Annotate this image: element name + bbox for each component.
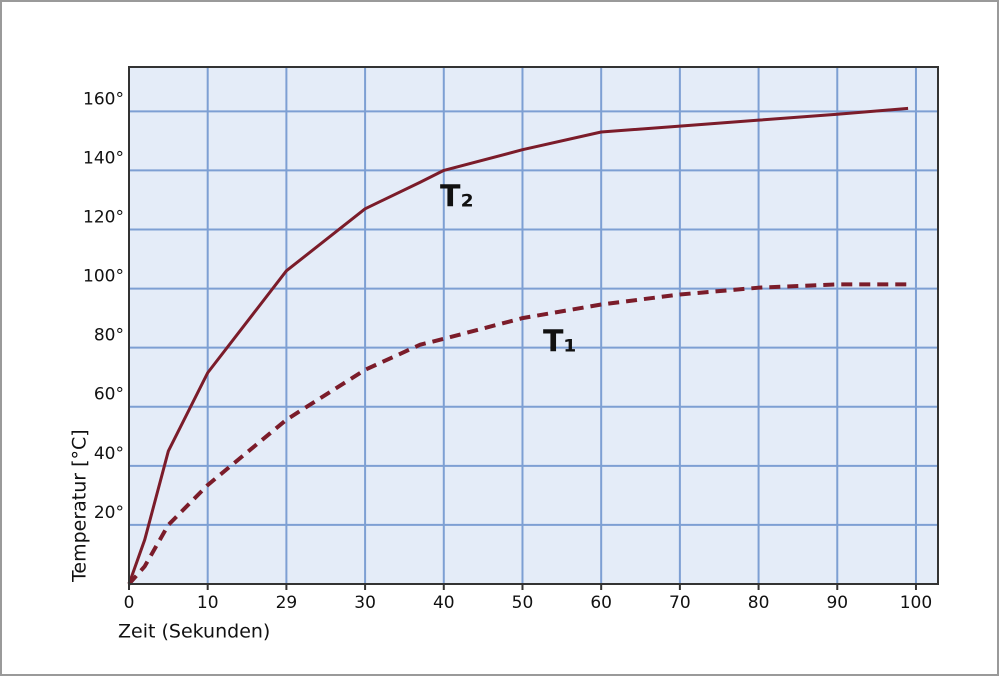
x-tick-label: 40	[433, 593, 455, 613]
x-tick-label: 80	[748, 593, 770, 613]
y-tick-label: 40°	[94, 444, 124, 464]
y-tick-label: 60°	[94, 385, 124, 405]
y-axis-label: Temperatur [°C]	[69, 429, 91, 583]
x-tick-label: 0	[124, 593, 135, 613]
y-tick-label: 120°	[83, 207, 124, 227]
y-tick-label: 140°	[83, 148, 124, 168]
y-tick-label: 160°	[83, 89, 124, 109]
x-tick-label: 30	[354, 593, 376, 613]
x-tick-label: 100	[900, 593, 932, 613]
y-tick-label: 20°	[94, 503, 124, 523]
plot-border	[128, 66, 939, 585]
x-tick-label: 10	[197, 593, 219, 613]
series-label: T₁	[543, 325, 577, 360]
x-tick-label: 70	[669, 593, 691, 613]
y-tick-label: 100°	[83, 267, 124, 287]
series-label: T₂	[440, 180, 474, 215]
x-tick-label: 60	[590, 593, 612, 613]
x-tick-label: 90	[826, 593, 848, 613]
x-tick-label: 50	[512, 593, 534, 613]
x-tick-label: 29	[276, 593, 298, 613]
line-series	[127, 106, 909, 585]
x-axis-label: Zeit (Sekunden)	[118, 621, 270, 643]
line-series	[127, 282, 909, 586]
plot-area	[129, 67, 938, 584]
y-tick-label: 80°	[94, 326, 124, 346]
